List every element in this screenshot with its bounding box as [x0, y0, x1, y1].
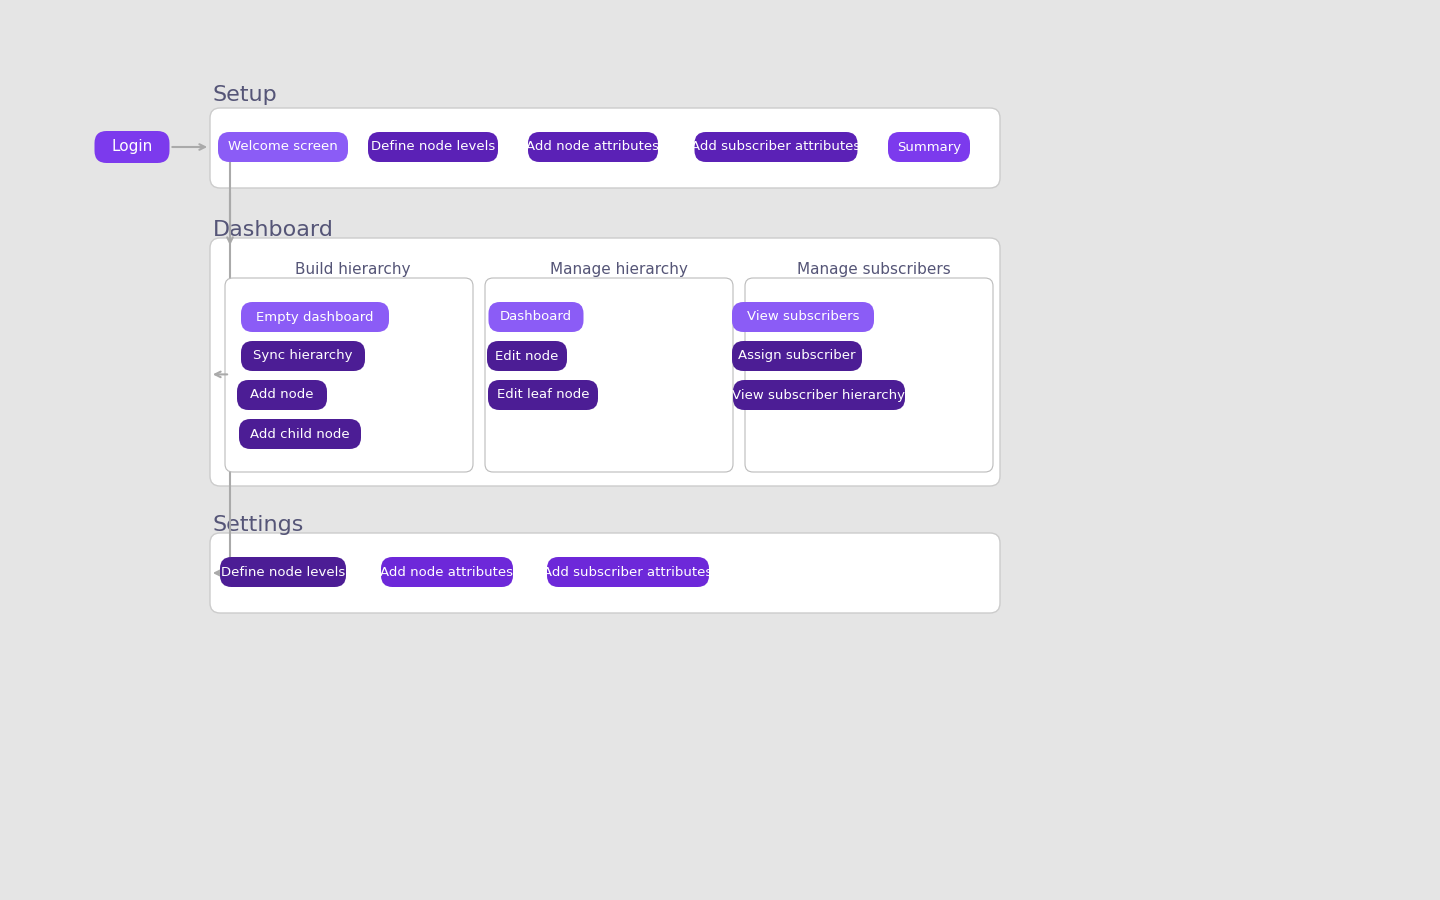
FancyBboxPatch shape	[382, 557, 513, 587]
Text: Build hierarchy: Build hierarchy	[295, 262, 410, 277]
FancyBboxPatch shape	[488, 302, 583, 332]
FancyBboxPatch shape	[369, 132, 498, 162]
FancyBboxPatch shape	[888, 132, 971, 162]
Text: Empty dashboard: Empty dashboard	[256, 310, 374, 323]
FancyBboxPatch shape	[240, 302, 389, 332]
Text: Manage hierarchy: Manage hierarchy	[550, 262, 688, 277]
Text: Define node levels: Define node levels	[372, 140, 495, 154]
FancyBboxPatch shape	[220, 557, 346, 587]
Text: Add node: Add node	[251, 389, 314, 401]
Text: Add node attributes: Add node attributes	[527, 140, 660, 154]
FancyBboxPatch shape	[95, 131, 170, 163]
FancyBboxPatch shape	[210, 108, 999, 188]
Text: Add node attributes: Add node attributes	[380, 565, 514, 579]
FancyBboxPatch shape	[732, 341, 863, 371]
Text: View subscribers: View subscribers	[747, 310, 860, 323]
Text: Edit leaf node: Edit leaf node	[497, 389, 589, 401]
FancyBboxPatch shape	[488, 380, 598, 410]
Text: Welcome screen: Welcome screen	[228, 140, 338, 154]
FancyBboxPatch shape	[225, 278, 472, 472]
Text: Assign subscriber: Assign subscriber	[739, 349, 855, 363]
Text: Setup: Setup	[213, 85, 278, 105]
FancyBboxPatch shape	[733, 380, 904, 410]
Text: Edit node: Edit node	[495, 349, 559, 363]
Text: Dashboard: Dashboard	[213, 220, 334, 240]
Text: Add subscriber attributes: Add subscriber attributes	[691, 140, 861, 154]
Text: Sync hierarchy: Sync hierarchy	[253, 349, 353, 363]
Text: Login: Login	[111, 140, 153, 155]
FancyBboxPatch shape	[210, 533, 999, 613]
FancyBboxPatch shape	[487, 341, 567, 371]
FancyBboxPatch shape	[210, 238, 999, 486]
FancyBboxPatch shape	[694, 132, 857, 162]
FancyBboxPatch shape	[744, 278, 994, 472]
Text: Dashboard: Dashboard	[500, 310, 572, 323]
FancyBboxPatch shape	[732, 302, 874, 332]
FancyBboxPatch shape	[528, 132, 658, 162]
FancyBboxPatch shape	[239, 419, 361, 449]
Text: Define node levels: Define node levels	[220, 565, 346, 579]
FancyBboxPatch shape	[485, 278, 733, 472]
Text: Settings: Settings	[213, 515, 304, 535]
Text: Add child node: Add child node	[251, 428, 350, 440]
Text: Manage subscribers: Manage subscribers	[796, 262, 950, 277]
FancyBboxPatch shape	[240, 341, 364, 371]
FancyBboxPatch shape	[217, 132, 348, 162]
FancyBboxPatch shape	[238, 380, 327, 410]
Text: Add subscriber attributes: Add subscriber attributes	[543, 565, 713, 579]
Text: View subscriber hierarchy: View subscriber hierarchy	[733, 389, 906, 401]
FancyBboxPatch shape	[547, 557, 708, 587]
Text: Summary: Summary	[897, 140, 960, 154]
